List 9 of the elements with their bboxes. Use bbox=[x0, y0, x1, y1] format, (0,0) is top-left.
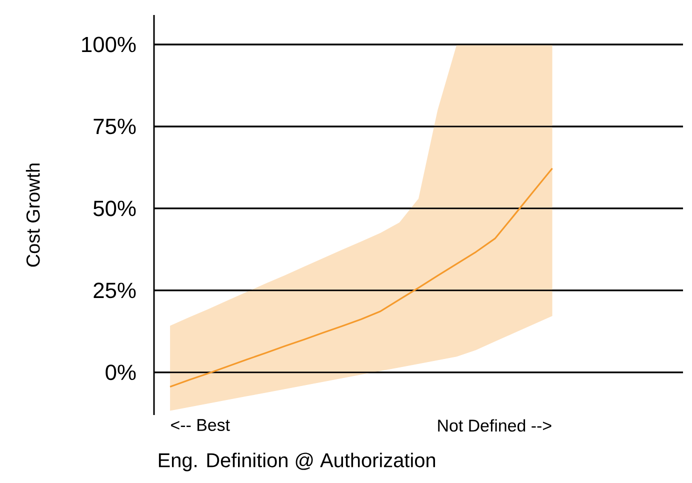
text: Not Defined --> bbox=[438, 419, 552, 432]
y-tick-label: 75% bbox=[94, 118, 136, 134]
y-tick-label: 25% bbox=[94, 282, 136, 298]
y-axis-title: Cost Growth bbox=[26, 164, 40, 267]
text: <-- Best bbox=[171, 419, 230, 432]
y-tick-label: 100% bbox=[82, 36, 136, 52]
y-tick-label: 0% bbox=[106, 364, 136, 380]
y-tick-label: 50% bbox=[93, 200, 136, 216]
x-axis-title: Eng. Definition @ Authorization bbox=[158, 452, 436, 472]
